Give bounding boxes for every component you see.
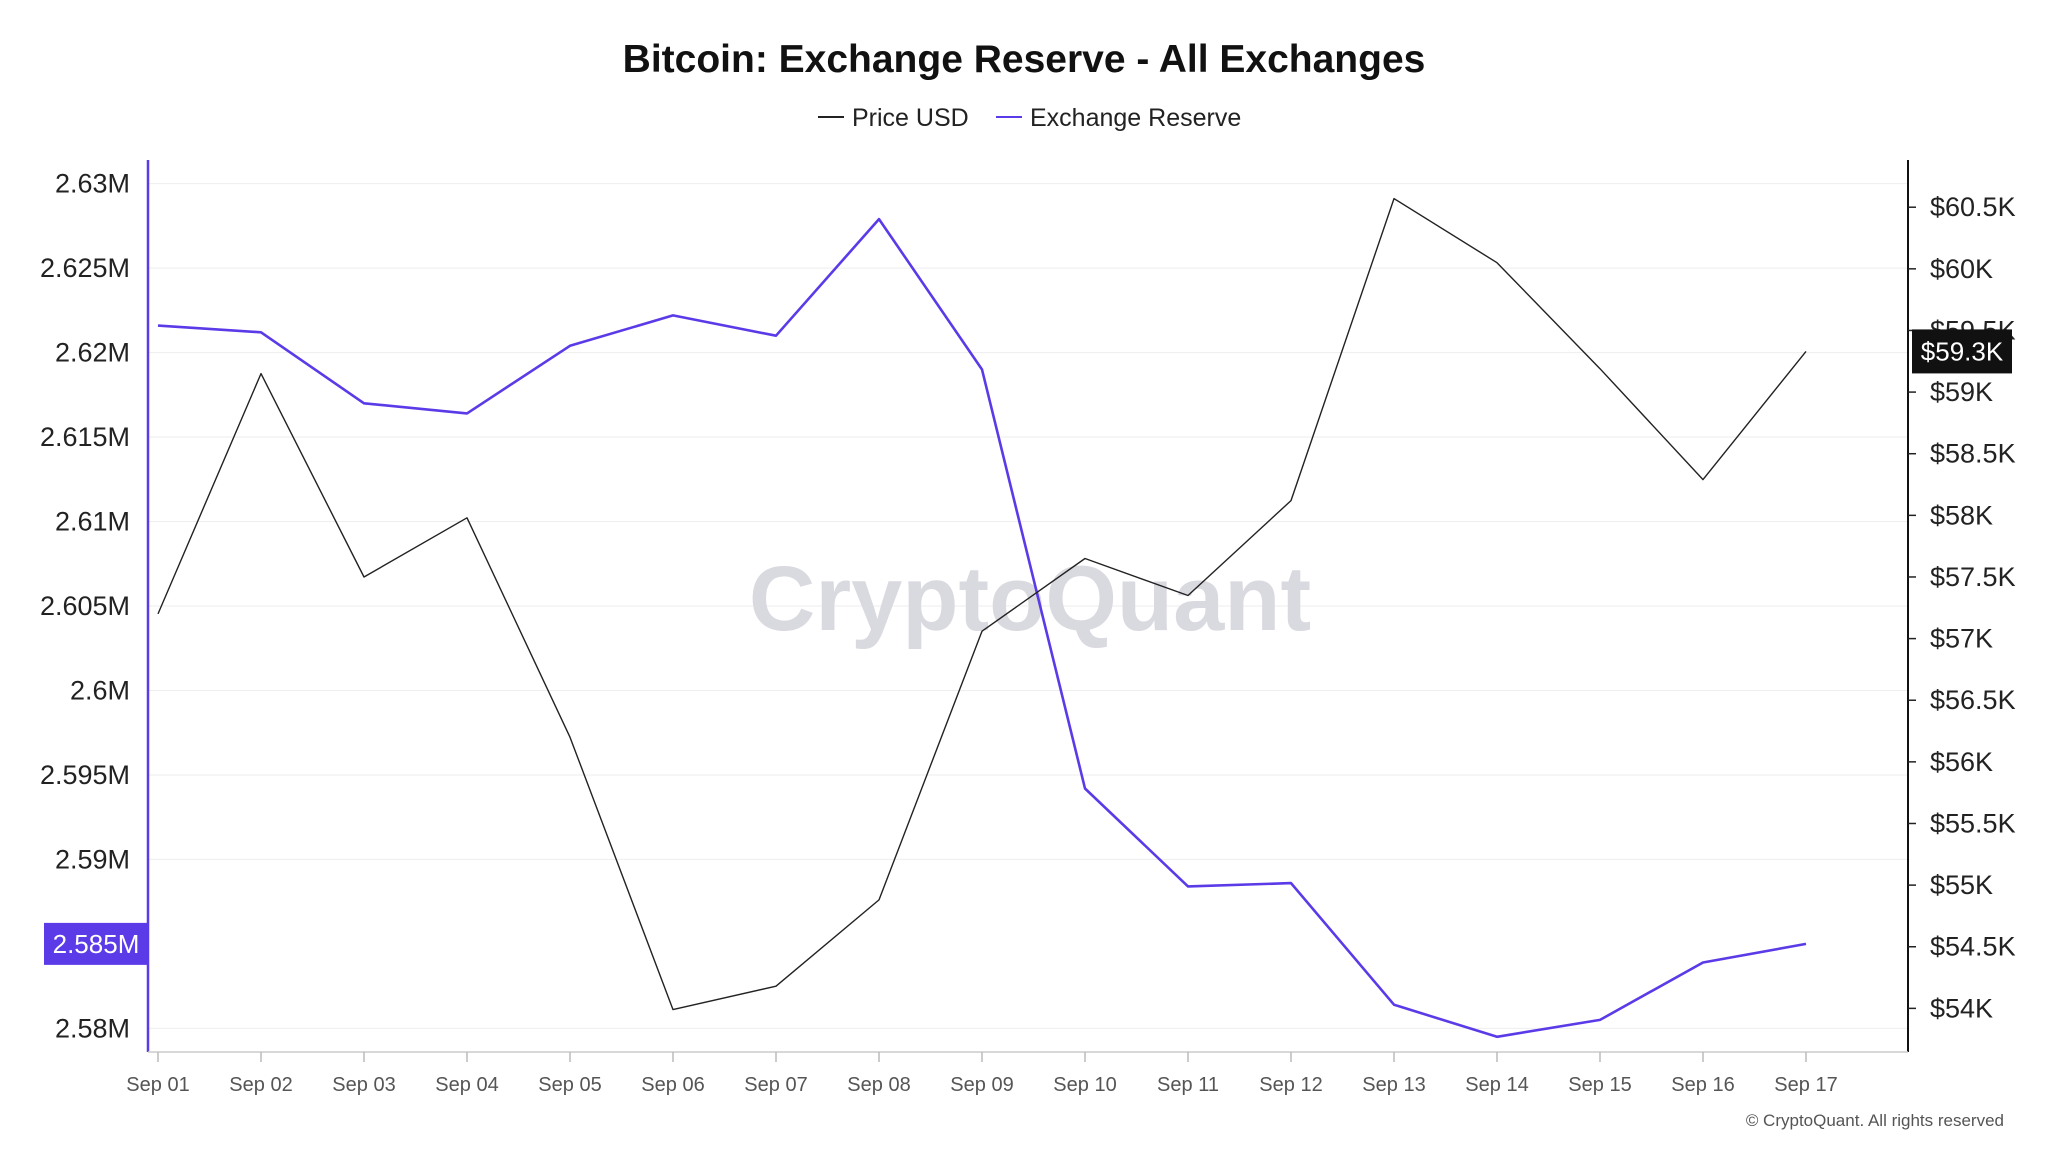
left-tick-label: 2.58M (55, 1013, 130, 1043)
x-tick-label: Sep 05 (538, 1074, 601, 1096)
copyright-notice: © CryptoQuant. All rights reserved (1746, 1111, 2004, 1130)
x-tick-label: Sep 16 (1671, 1074, 1734, 1096)
x-tick-label: Sep 14 (1465, 1074, 1528, 1096)
x-tick-label: Sep 13 (1362, 1074, 1425, 1096)
x-tick-label: Sep 11 (1157, 1074, 1219, 1096)
right-tick-label: $57K (1930, 624, 1993, 654)
x-tick-label: Sep 09 (950, 1074, 1013, 1096)
left-tick-label: 2.6M (70, 675, 130, 705)
price-usd-line[interactable] (157, 197, 1807, 1011)
left-tick-label: 2.63M (55, 169, 130, 199)
right-tick-label: $60K (1930, 254, 1993, 284)
left-tick-label: 2.625M (40, 253, 130, 283)
legend-price-label[interactable]: Price USD (852, 104, 969, 132)
right-tick-label: $55K (1930, 870, 1993, 900)
left-tick-label: 2.605M (40, 591, 130, 621)
right-tick-label: $54.5K (1930, 932, 2016, 962)
x-tick-label: Sep 03 (332, 1074, 395, 1096)
x-tick-label: Sep 08 (847, 1074, 910, 1096)
right-tick-label: $56K (1930, 747, 1993, 777)
x-tick-label: Sep 15 (1568, 1074, 1631, 1096)
right-tick-label: $59K (1930, 377, 1993, 407)
x-tick-label: Sep 07 (744, 1074, 807, 1096)
right-tick-label: $58.5K (1930, 439, 2016, 469)
axes (146, 160, 1909, 1053)
right-tick-label: $57.5K (1930, 562, 2016, 592)
left-tick-label: 2.61M (55, 507, 130, 537)
left-tick-label: 2.595M (40, 760, 130, 790)
x-tick-label: Sep 01 (126, 1074, 189, 1096)
right-tick-label: $58K (1930, 500, 1993, 530)
x-tick-label: Sep 02 (229, 1074, 292, 1096)
right-current-badge (1912, 329, 2012, 374)
x-tick-label: Sep 10 (1053, 1074, 1116, 1096)
left-axis-ticks: 2.63M 2.625M 2.62M 2.615M 2.61M 2.605M 2.6M 2.5… (40, 169, 130, 1044)
x-tick-label: Sep 17 (1774, 1074, 1837, 1096)
right-tick-label: $60.5K (1930, 192, 2016, 222)
grid-lines (148, 183, 1908, 1029)
x-tick-label: Sep 04 (435, 1074, 498, 1096)
legend[interactable]: Price USD Exchange Reserve (818, 104, 1241, 132)
x-axis-ticks: Sep 01 Sep 02 Sep 03 Sep 04 Sep 05 Sep 06 Sep … (126, 1052, 1838, 1096)
right-tick-label: $56.5K (1930, 685, 2016, 715)
left-current-label: 2.585M (53, 929, 140, 959)
right-tick-label: $54K (1930, 993, 1993, 1023)
left-tick-label: 2.615M (40, 422, 130, 452)
left-tick-label: 2.59M (55, 844, 130, 874)
chart-title: Bitcoin: Exchange Reserve - All Exchange… (623, 38, 1426, 81)
legend-reserve-label[interactable]: Exchange Reserve (1030, 104, 1241, 132)
exchange-reserve-line[interactable] (157, 217, 1807, 1039)
current-value-badges: 2.585M $59.3K (44, 329, 2012, 965)
left-current-badge (44, 922, 148, 965)
x-tick-label: Sep 12 (1259, 1074, 1322, 1096)
right-tick-label: $55.5K (1930, 808, 2016, 838)
right-current-label: $59.3K (1921, 336, 2004, 366)
right-axis-ticks: $60.5K$60K$59.5K$59K$58.5K$58K$57.5K$57K… (1908, 192, 2016, 1023)
x-tick-label: Sep 06 (641, 1074, 704, 1096)
left-tick-label: 2.62M (55, 338, 130, 368)
series-lines (157, 197, 1807, 1039)
